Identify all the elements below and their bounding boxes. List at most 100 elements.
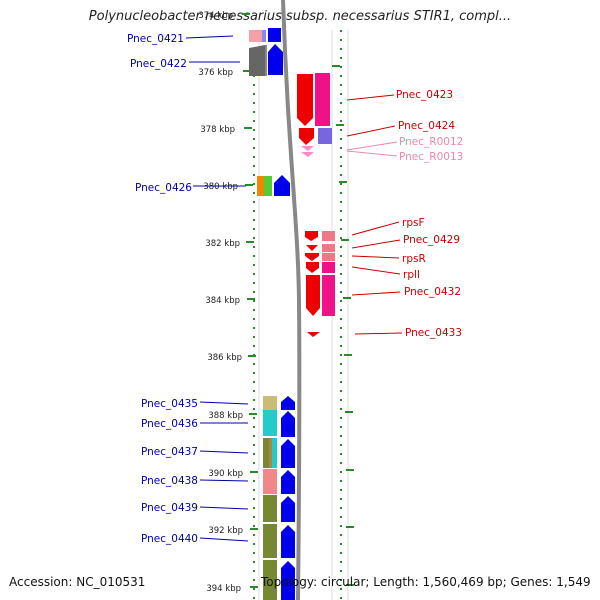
gene-arrow bbox=[281, 411, 295, 437]
gene-arrow bbox=[307, 332, 320, 337]
gene-label[interactable]: Pnec_0438 bbox=[141, 475, 198, 487]
gene-block-0440[interactable] bbox=[263, 524, 295, 558]
gene-feature bbox=[322, 231, 335, 241]
gene-feature bbox=[315, 73, 330, 126]
gene-label[interactable]: Pnec_0436 bbox=[141, 418, 198, 430]
rna-block[interactable] bbox=[301, 146, 314, 157]
gene-arrow bbox=[281, 396, 295, 410]
leader-line bbox=[351, 255, 400, 259]
gene-label[interactable]: Pnec_0440 bbox=[141, 533, 198, 545]
gene-arrow bbox=[305, 231, 318, 241]
rna-arrow bbox=[301, 152, 314, 157]
genome-backbone bbox=[281, 0, 302, 600]
gene-label[interactable]: Pnec_R0013 bbox=[399, 151, 463, 163]
gene-block-0439[interactable] bbox=[263, 495, 295, 522]
gene-feature bbox=[263, 495, 277, 522]
gene-label[interactable]: Pnec_R0012 bbox=[399, 136, 463, 148]
leader-line bbox=[354, 332, 403, 335]
left-labels: Pnec_0421 Pnec_0422 Pnec_0426 Pnec_0435 … bbox=[127, 33, 198, 545]
leader-line bbox=[351, 239, 401, 249]
gene-feature bbox=[262, 30, 266, 42]
gene-label[interactable]: Pnec_0422 bbox=[130, 58, 187, 70]
gene-label[interactable]: Pnec_0439 bbox=[141, 502, 198, 514]
gene-feature bbox=[322, 262, 335, 273]
gene-feature bbox=[249, 30, 262, 42]
leader-line bbox=[351, 266, 401, 275]
gene-block-0422[interactable] bbox=[249, 44, 283, 76]
rna-arrow bbox=[301, 146, 314, 151]
gene-block-0429[interactable] bbox=[306, 244, 335, 252]
leader-line bbox=[199, 450, 249, 454]
gene-label[interactable]: Pnec_0432 bbox=[404, 286, 461, 298]
gene-feature bbox=[263, 560, 277, 600]
tick-label-386: 386 kbp bbox=[207, 353, 242, 363]
tick-label-382: 382 kbp bbox=[205, 239, 240, 249]
gene-feature bbox=[322, 244, 335, 252]
tick-label-384: 384 kbp bbox=[205, 296, 240, 306]
gene-feature bbox=[263, 410, 277, 436]
gene-arrow bbox=[281, 561, 295, 600]
gene-label[interactable]: Pnec_0421 bbox=[127, 33, 184, 45]
gene-block-0426[interactable] bbox=[257, 175, 290, 196]
gene-feature bbox=[318, 128, 332, 144]
gene-block-next[interactable] bbox=[263, 560, 295, 600]
tick-label-376: 376 kbp bbox=[198, 68, 233, 78]
gene-block-0436[interactable] bbox=[263, 410, 295, 437]
gene-arrow bbox=[281, 470, 295, 494]
leader-line bbox=[346, 125, 396, 137]
leader-line bbox=[199, 479, 249, 482]
gene-label[interactable]: Pnec_0423 bbox=[396, 89, 453, 101]
tick-label-394: 394 kbp bbox=[206, 584, 241, 594]
tick-label-380: 380 kbp bbox=[203, 182, 238, 192]
gene-block-0424[interactable] bbox=[299, 128, 332, 145]
gene-arrow bbox=[299, 128, 314, 145]
gene-feature bbox=[322, 275, 335, 316]
tick-labels: 374 kbp 376 kbp 378 kbp 380 kbp 382 kbp … bbox=[198, 11, 243, 594]
gene-label[interactable]: Pnec_0435 bbox=[141, 398, 198, 410]
tick-label-374: 374 kbp bbox=[198, 11, 233, 21]
map-title: Polynucleobacter necessarius subsp. nece… bbox=[88, 9, 512, 24]
gene-feature bbox=[263, 524, 277, 558]
gene-block-0438[interactable] bbox=[263, 469, 295, 494]
gene-feature bbox=[269, 438, 272, 468]
gene-label[interactable]: rpsR bbox=[402, 253, 426, 265]
gene-feature bbox=[249, 45, 265, 76]
gene-block-0433[interactable] bbox=[307, 332, 320, 337]
gene-feature bbox=[265, 45, 267, 76]
gene-feature bbox=[257, 176, 264, 196]
gene-block-rplI[interactable] bbox=[306, 262, 335, 273]
leader-line bbox=[351, 221, 400, 236]
gene-arrow bbox=[306, 275, 320, 316]
leader-line bbox=[346, 141, 398, 151]
tick-label-390: 390 kbp bbox=[208, 469, 243, 479]
gene-label[interactable]: rplI bbox=[403, 269, 420, 281]
gene-arrow bbox=[274, 175, 290, 196]
gene-label[interactable]: Pnec_0424 bbox=[398, 120, 455, 132]
gene-block-0437[interactable] bbox=[263, 438, 295, 468]
left-leader-lines bbox=[185, 35, 249, 542]
gene-block-rpsR[interactable] bbox=[305, 253, 335, 261]
gene-label[interactable]: Pnec_0429 bbox=[403, 234, 460, 246]
leader-line bbox=[199, 537, 249, 542]
tick-label-388: 388 kbp bbox=[208, 411, 243, 421]
leader-line bbox=[346, 150, 398, 157]
gene-block-rpsF[interactable] bbox=[305, 231, 335, 241]
leader-line bbox=[199, 401, 249, 405]
gene-block-0435[interactable] bbox=[263, 396, 295, 410]
gene-block-0421[interactable] bbox=[249, 28, 281, 42]
gene-block-0423[interactable] bbox=[297, 73, 330, 126]
gene-feature bbox=[263, 396, 277, 410]
gene-arrow bbox=[268, 28, 281, 42]
gene-arrow bbox=[281, 439, 295, 468]
gene-label[interactable]: Pnec_0433 bbox=[405, 327, 462, 339]
gene-label[interactable]: Pnec_0437 bbox=[141, 446, 198, 458]
gene-block-0432[interactable] bbox=[306, 275, 335, 316]
accession-text: Accession: NC_010531 bbox=[9, 575, 146, 589]
gene-arrow bbox=[297, 74, 313, 126]
gene-arrow bbox=[305, 253, 319, 261]
gene-label[interactable]: Pnec_0426 bbox=[135, 182, 192, 194]
gene-label[interactable]: rpsF bbox=[402, 217, 425, 229]
gene-arrow bbox=[306, 245, 318, 251]
gene-arrow bbox=[268, 44, 283, 75]
